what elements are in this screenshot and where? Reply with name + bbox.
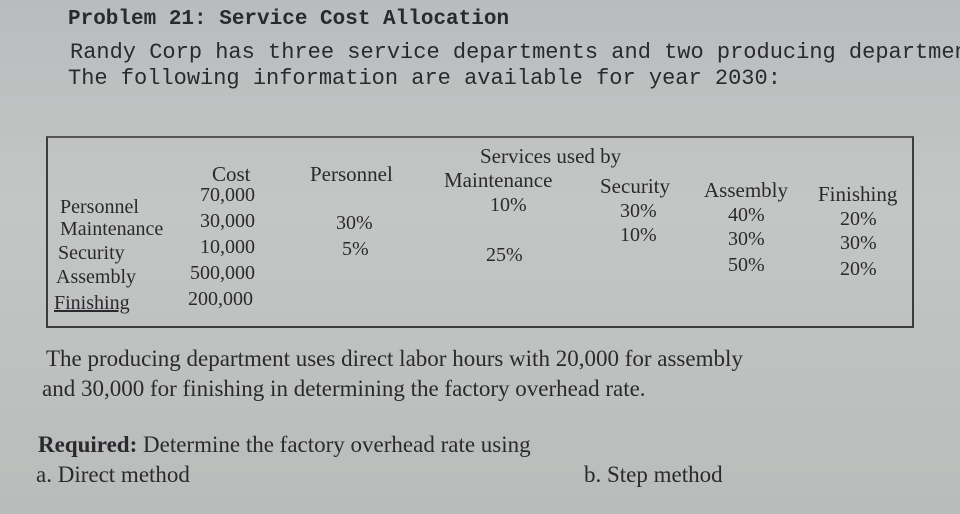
pct-personnel-security: 30% xyxy=(620,200,657,222)
intro-line-2: The following information are available … xyxy=(68,66,781,91)
paragraph-line-2: and 30,000 for finishing in determining … xyxy=(42,376,646,401)
pct-personnel-finishing: 20% xyxy=(840,208,877,230)
row-label-assembly: Assembly xyxy=(56,266,136,288)
problem-title: Problem 21: Service Cost Allocation xyxy=(68,8,510,31)
required-label: Required: xyxy=(38,432,138,457)
row-label-finishing: Finishing xyxy=(54,292,130,314)
col-header-maintenance: Maintenance xyxy=(444,168,553,192)
required-text: Determine the factory overhead rate usin… xyxy=(137,432,531,457)
cost-security: 10,000 xyxy=(200,236,255,258)
cost-assembly: 500,000 xyxy=(190,262,255,284)
intro-line-1: Randy Corp has three service departments… xyxy=(70,40,960,65)
col-header-assembly: Assembly xyxy=(704,178,788,202)
pct-security-assembly: 50% xyxy=(728,254,765,276)
cost-maintenance: 30,000 xyxy=(200,210,255,232)
cost-personnel: 70,000 xyxy=(200,184,255,206)
row-label-security: Security xyxy=(58,242,125,264)
pct-maintenance-finishing: 30% xyxy=(840,232,877,254)
pct-maintenance-personnel: 30% xyxy=(336,212,373,234)
row-label-maintenance: Maintenance xyxy=(60,218,164,240)
option-step-method: b. Step method xyxy=(584,462,723,487)
pct-maintenance-security: 10% xyxy=(620,224,657,246)
cost-finishing: 200,000 xyxy=(188,288,253,310)
option-direct-method: a. Direct method xyxy=(36,462,190,487)
pct-personnel-maintenance: 10% xyxy=(490,194,527,216)
paragraph-line-1: The producing department uses direct lab… xyxy=(46,346,743,371)
cost-header: Cost xyxy=(212,162,251,186)
pct-maintenance-assembly: 30% xyxy=(728,228,765,250)
allocation-table: Services used by Cost Personnel Maintena… xyxy=(46,136,914,328)
pct-security-personnel: 5% xyxy=(342,238,369,260)
pct-security-finishing: 20% xyxy=(840,258,877,280)
col-header-security: Security xyxy=(600,174,670,198)
col-header-finishing: Finishing xyxy=(818,182,898,206)
col-header-personnel: Personnel xyxy=(310,162,393,186)
required-statement: Required: Determine the factory overhead… xyxy=(38,432,531,458)
pct-security-maintenance: 25% xyxy=(486,244,523,266)
row-label-personnel: Personnel xyxy=(60,196,139,218)
services-used-by-header: Services used by xyxy=(480,144,622,168)
pct-personnel-assembly: 40% xyxy=(728,204,765,226)
